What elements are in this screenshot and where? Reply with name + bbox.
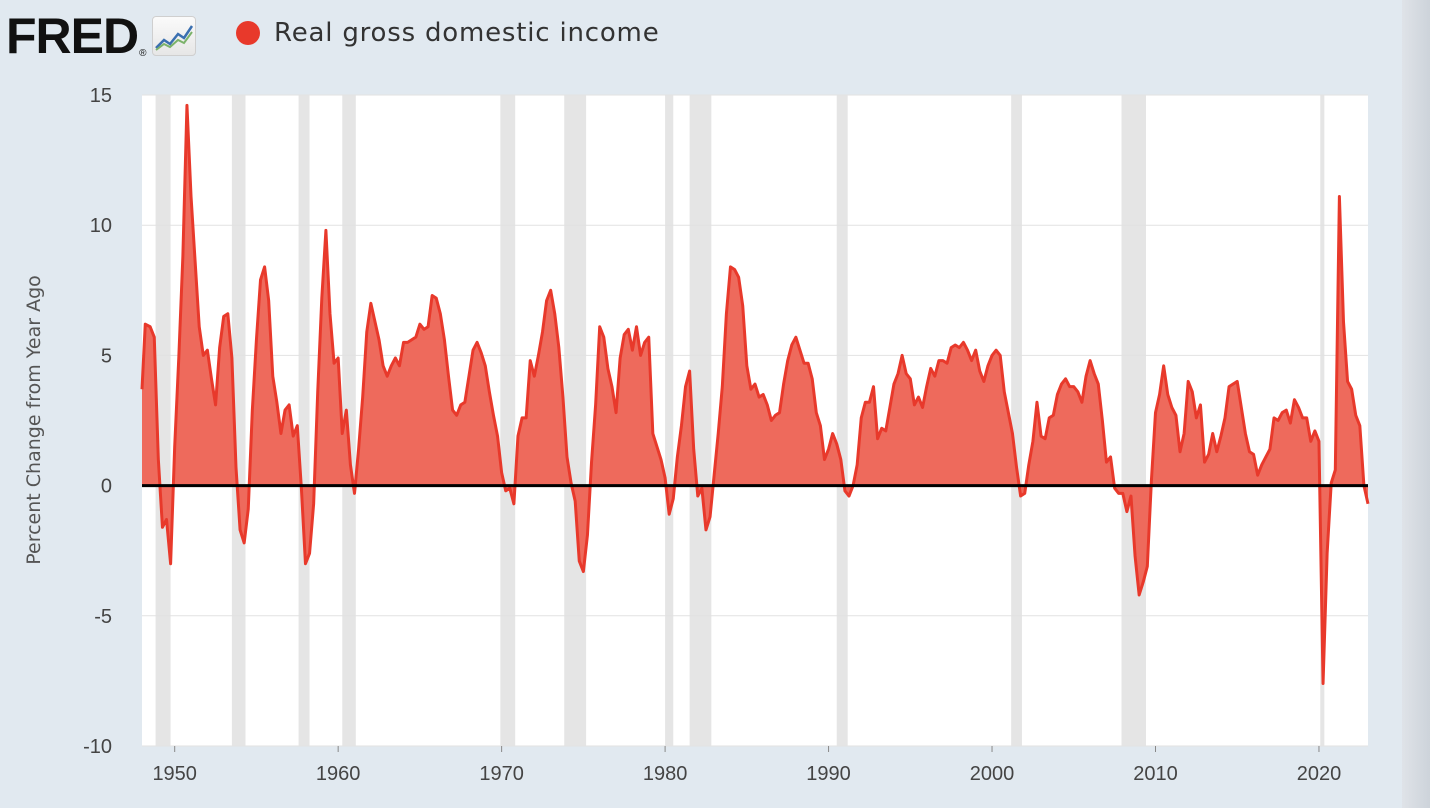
x-tick-label: 1980 (643, 763, 688, 785)
recession-band (500, 95, 516, 746)
x-tick-label: 1950 (152, 763, 197, 785)
recession-band (836, 95, 848, 746)
fred-logo[interactable]: FRED ® (6, 8, 197, 64)
y-tick-label: 10 (90, 215, 112, 237)
recession-band (342, 95, 356, 746)
registered-mark: ® (139, 48, 147, 59)
recession-band (665, 95, 674, 746)
y-tick-label: -5 (94, 606, 112, 628)
x-tick-label: 2010 (1133, 763, 1178, 785)
y-axis-title: Percent Change from Year Ago (23, 275, 45, 565)
y-tick-label: -10 (83, 736, 112, 758)
gridlines (142, 94, 1368, 747)
x-axis-ticks: 1950 1960 1970 1980 1990 2000 2010 2020 (152, 746, 1341, 785)
recession-band (298, 95, 310, 746)
recession-band (689, 95, 712, 746)
x-tick-label: 1960 (316, 763, 361, 785)
x-tick-label: 1990 (806, 763, 851, 785)
recession-band (1320, 95, 1325, 746)
recession-band (564, 95, 587, 746)
scrollbar[interactable] (1402, 0, 1430, 808)
series-fill (142, 105, 1368, 684)
y-axis-ticks: 15 10 5 0 -5 -10 (83, 85, 112, 758)
recession-band (231, 95, 246, 746)
x-tick-label: 2020 (1297, 763, 1342, 785)
recession-band (1121, 95, 1147, 746)
y-tick-label: 15 (90, 85, 112, 107)
legend-swatch (236, 21, 260, 45)
y-tick-label: 5 (101, 345, 112, 367)
graph-icon (152, 16, 197, 56)
legend-label: Real gross domestic income (274, 18, 660, 48)
recession-band (1011, 95, 1022, 746)
chart: 15 10 5 0 -5 -10 1950 1960 1970 1980 1990 2000 2010… (23, 85, 1370, 785)
x-tick-label: 2000 (970, 763, 1015, 785)
y-tick-label: 0 (101, 476, 112, 498)
legend: Real gross domestic income (236, 18, 660, 48)
fred-logo-text: FRED (6, 8, 139, 64)
recession-band (155, 95, 171, 746)
chart-header: FRED ® Real gross domestic income (0, 0, 1430, 80)
recession-bands (155, 95, 1325, 746)
series-line[interactable] (140, 103, 1370, 686)
x-tick-label: 1970 (479, 763, 524, 785)
series-area (140, 103, 1370, 686)
